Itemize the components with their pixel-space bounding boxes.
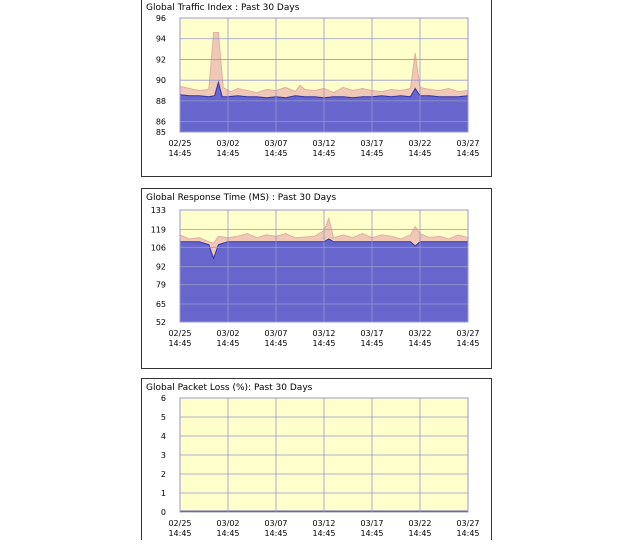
y-tick-label: 3 xyxy=(161,451,166,460)
x-tick-time: 14:45 xyxy=(456,149,479,158)
x-tick-date: 03/07 xyxy=(264,329,287,338)
x-tick-time: 14:45 xyxy=(360,529,383,538)
y-tick-label: 106 xyxy=(151,243,166,252)
y-tick-label: 90 xyxy=(156,76,166,85)
x-tick-time: 14:45 xyxy=(360,339,383,348)
y-tick-label: 52 xyxy=(156,318,166,327)
x-tick-date: 02/25 xyxy=(168,519,191,528)
x-tick-time: 14:45 xyxy=(408,339,431,348)
x-tick-date: 03/12 xyxy=(312,139,335,148)
x-tick-time: 14:45 xyxy=(216,529,239,538)
main-line xyxy=(179,80,469,99)
y-tick-label: 65 xyxy=(156,300,166,309)
chart-title: Global Response Time (MS) : Past 30 Days xyxy=(146,193,336,203)
y-tick-label: 1 xyxy=(161,489,166,498)
chart-panel-2: Global Response Time (MS) : Past 30 Days… xyxy=(141,188,492,369)
variance-line xyxy=(179,216,469,244)
x-tick-date: 02/25 xyxy=(168,139,191,148)
x-tick-date: 03/27 xyxy=(456,519,479,528)
y-tick-label: 92 xyxy=(156,263,166,272)
y-tick-label: 96 xyxy=(156,14,166,23)
x-tick-date: 03/22 xyxy=(408,139,431,148)
x-tick-time: 14:45 xyxy=(456,529,479,538)
x-tick-time: 14:45 xyxy=(168,339,191,348)
x-tick-date: 03/27 xyxy=(456,329,479,338)
x-tick-date: 03/22 xyxy=(408,519,431,528)
chart-title: Global Traffic Index : Past 30 Days xyxy=(146,3,300,13)
x-tick-date: 03/02 xyxy=(216,519,239,528)
y-tick-label: 0 xyxy=(161,508,166,517)
x-tick-time: 14:45 xyxy=(408,149,431,158)
x-tick-date: 03/17 xyxy=(360,519,383,528)
x-tick-date: 03/12 xyxy=(312,519,335,528)
variance-line xyxy=(179,32,469,94)
main-line xyxy=(180,238,468,260)
x-tick-date: 03/17 xyxy=(360,329,383,338)
y-tick-label: 92 xyxy=(156,55,166,64)
y-tick-label: 86 xyxy=(156,118,166,127)
x-tick-time: 14:45 xyxy=(264,339,287,348)
x-tick-time: 14:45 xyxy=(312,339,335,348)
y-tick-label: 133 xyxy=(151,206,166,215)
x-tick-time: 14:45 xyxy=(456,339,479,348)
chart-title: Global Packet Loss (%): Past 30 Days xyxy=(146,383,313,393)
y-tick-label: 88 xyxy=(156,97,166,106)
x-tick-time: 14:45 xyxy=(408,529,431,538)
x-tick-date: 03/02 xyxy=(216,329,239,338)
y-tick-label: 119 xyxy=(151,225,166,234)
x-tick-time: 14:45 xyxy=(360,149,383,158)
plot-border xyxy=(179,17,469,133)
x-tick-date: 03/07 xyxy=(264,519,287,528)
y-tick-label: 5 xyxy=(161,413,166,422)
x-tick-date: 02/25 xyxy=(168,329,191,338)
y-tick-label: 6 xyxy=(161,394,166,403)
plot-border xyxy=(179,397,469,513)
x-tick-time: 14:45 xyxy=(216,149,239,158)
x-tick-time: 14:45 xyxy=(312,149,335,158)
plot-border xyxy=(179,209,469,323)
y-tick-label: 94 xyxy=(156,35,166,44)
x-tick-time: 14:45 xyxy=(264,149,287,158)
x-tick-time: 14:45 xyxy=(168,529,191,538)
x-tick-time: 14:45 xyxy=(168,149,191,158)
x-tick-time: 14:45 xyxy=(312,529,335,538)
x-tick-date: 03/12 xyxy=(312,329,335,338)
y-tick-label: 79 xyxy=(156,281,166,290)
y-tick-label: 2 xyxy=(161,470,166,479)
x-tick-date: 03/17 xyxy=(360,139,383,148)
x-tick-date: 03/02 xyxy=(216,139,239,148)
y-tick-label: 4 xyxy=(161,432,166,441)
x-tick-time: 14:45 xyxy=(216,339,239,348)
x-tick-date: 03/22 xyxy=(408,329,431,338)
x-tick-date: 03/07 xyxy=(264,139,287,148)
y-tick-label: 85 xyxy=(156,128,166,137)
x-tick-date: 03/27 xyxy=(456,139,479,148)
x-tick-time: 14:45 xyxy=(264,529,287,538)
